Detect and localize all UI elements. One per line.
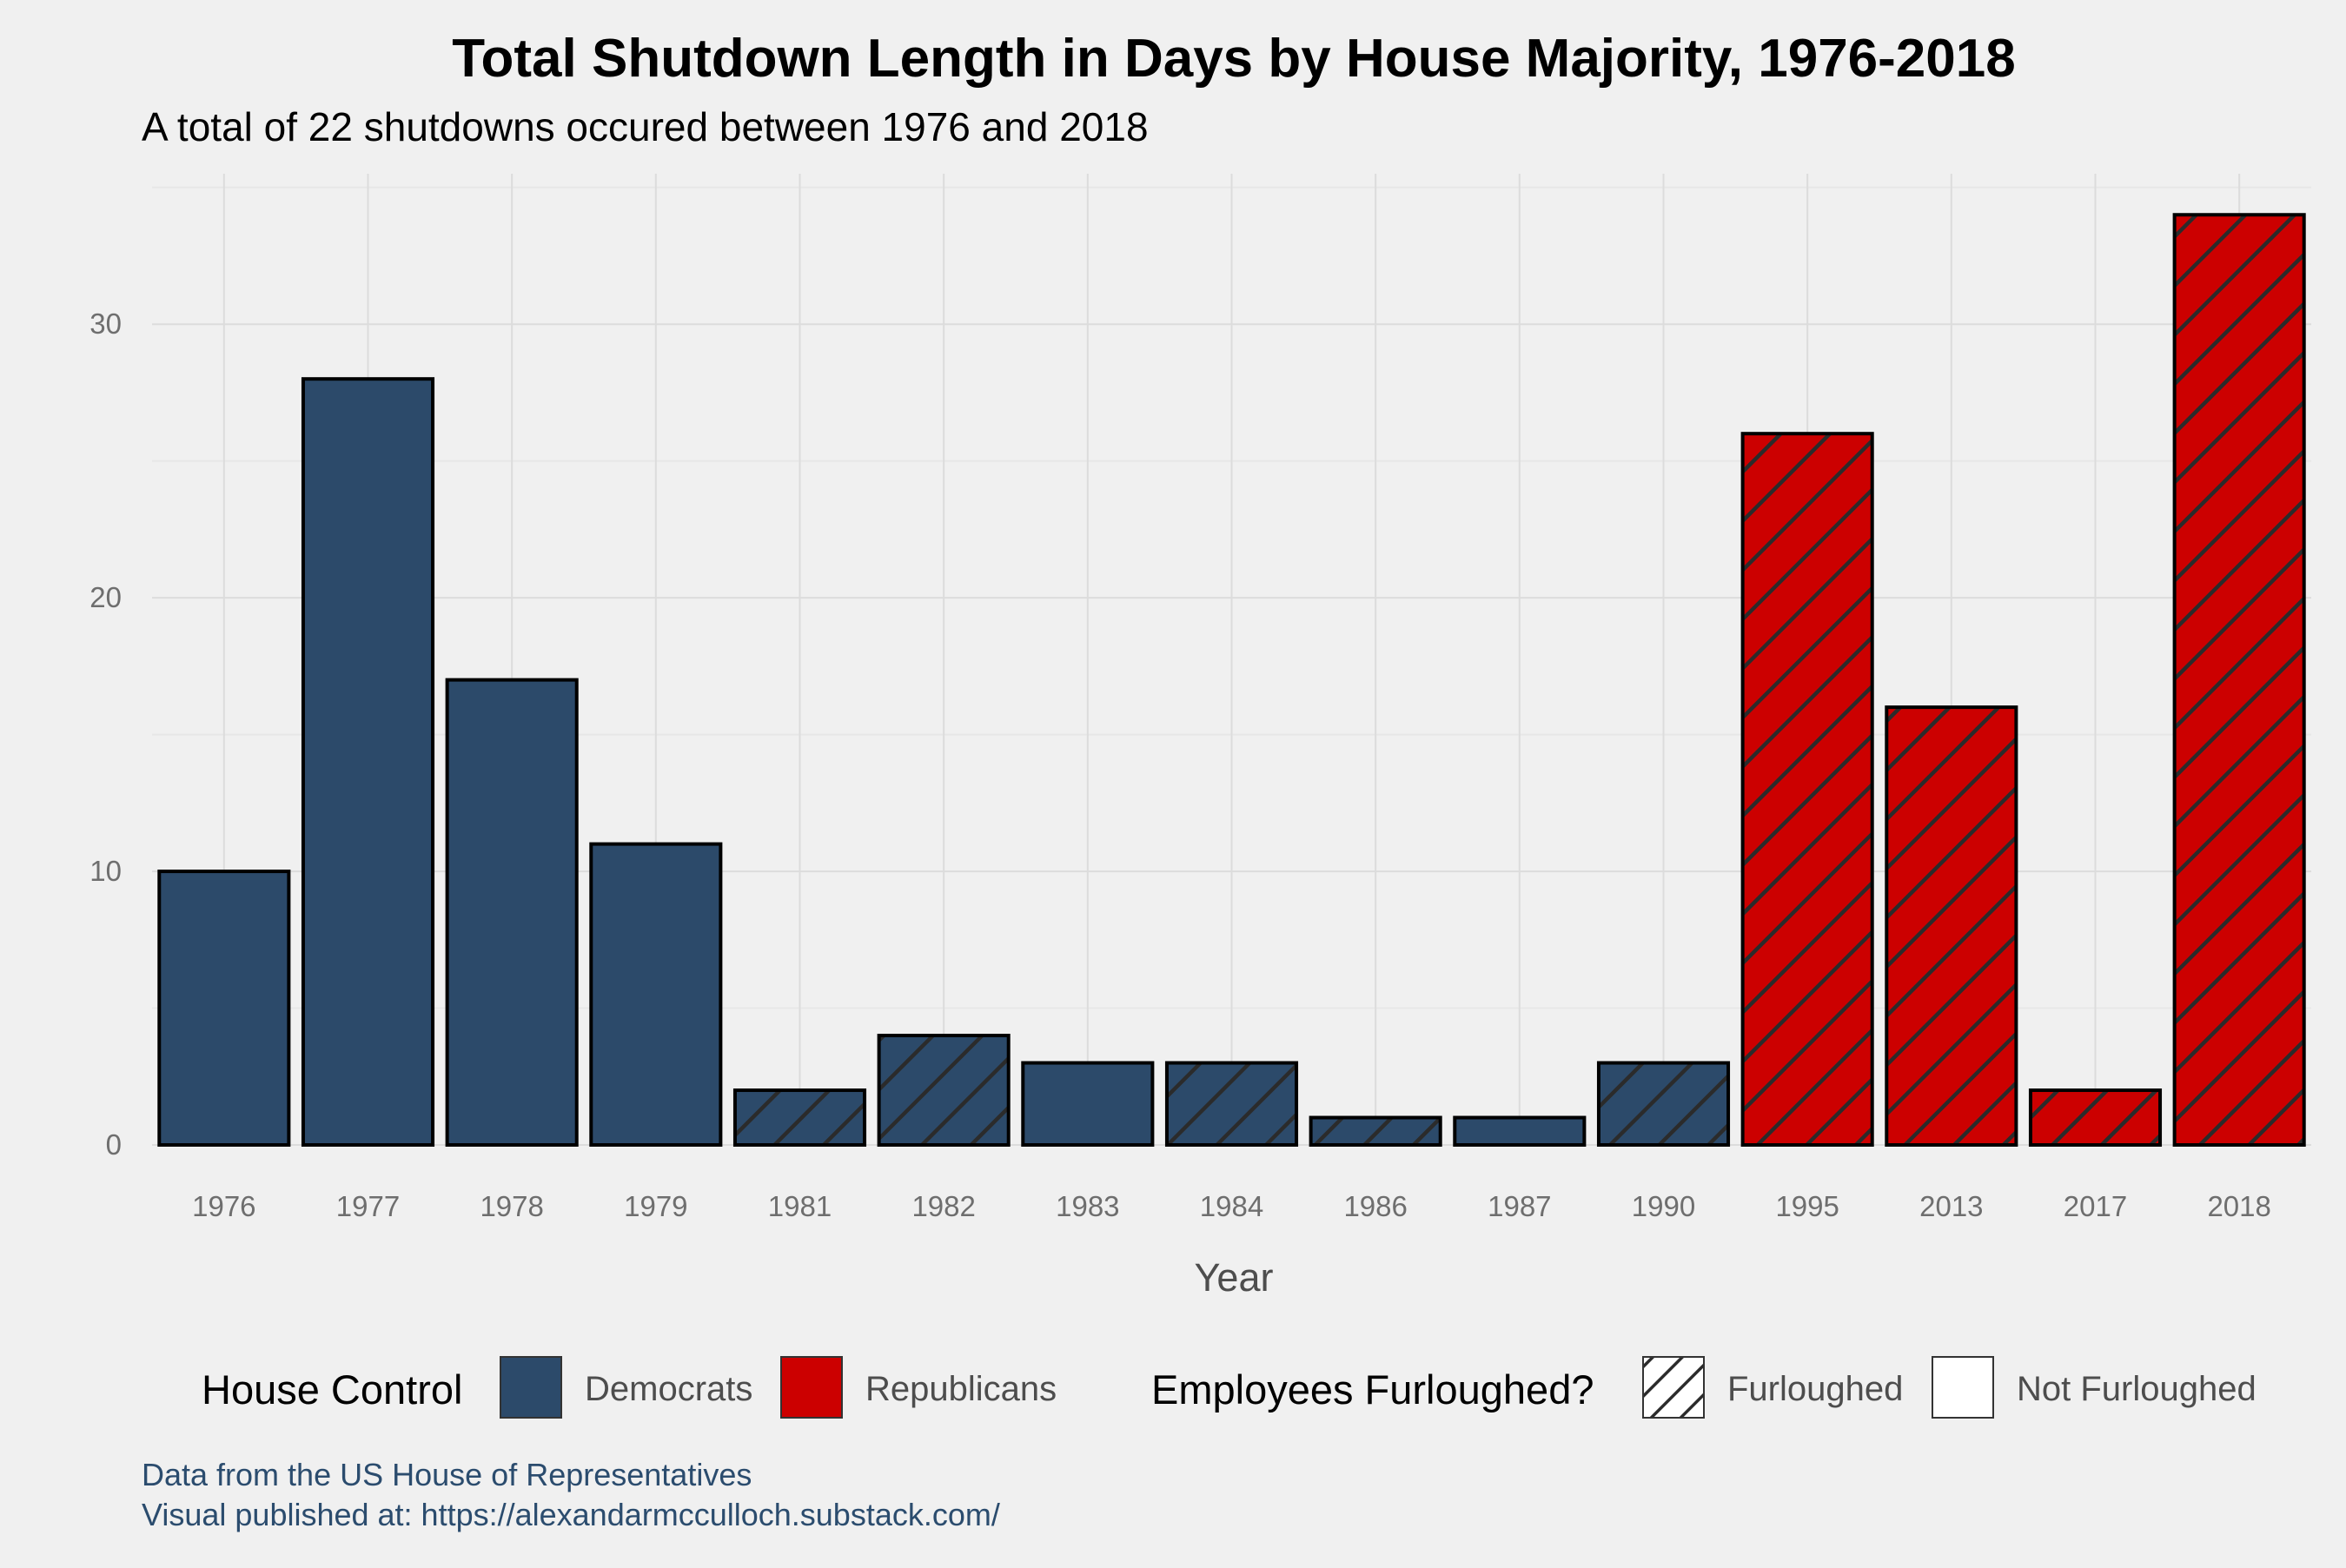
legend-furlough-title: Employees Furloughed? [1151, 1366, 1594, 1413]
x-tick-label: 1982 [911, 1190, 975, 1222]
y-axis-ticks: 0 10 20 30 [89, 308, 122, 1161]
legend-republicans-swatch [780, 1356, 843, 1419]
legend: House Control Democrats Republicans Empl… [202, 1356, 2257, 1419]
x-tick-label: 2017 [2064, 1190, 2127, 1222]
bar-1983 [1023, 1062, 1153, 1145]
chart-subtitle: A total of 22 shutdowns occured between … [142, 104, 1149, 149]
x-tick-label: 2013 [1919, 1190, 1983, 1222]
x-tick-label: 1984 [1200, 1190, 1263, 1222]
bar-1976 [159, 871, 289, 1145]
bar-outline-1984 [1164, 1061, 1299, 1147]
y-tick-label: 10 [89, 855, 122, 887]
bar-outline-2018 [2172, 213, 2306, 1148]
legend-democrats-label: Democrats [585, 1370, 752, 1408]
x-tick-label: 1990 [1632, 1190, 1695, 1222]
x-tick-label: 1979 [624, 1190, 687, 1222]
bar-1987 [1455, 1117, 1585, 1145]
bar-1978 [447, 679, 577, 1145]
bar-outline-1978 [445, 678, 579, 1147]
bar-hatch-1982 [878, 1035, 1009, 1145]
bar-hatch-1990 [1598, 1062, 1729, 1145]
legend-republicans-label: Republicans [865, 1370, 1057, 1408]
y-tick-label: 0 [106, 1128, 122, 1161]
legend-not-furloughed-label: Not Furloughed [2017, 1370, 2257, 1408]
x-tick-label: 1976 [192, 1190, 255, 1222]
bar-hatch-2017 [2030, 1090, 2161, 1145]
bar-outline-1981 [732, 1088, 867, 1147]
x-tick-label: 1978 [480, 1190, 543, 1222]
bar-1977 [302, 379, 434, 1146]
bar-outline-1976 [157, 870, 291, 1147]
x-tick-label: 2018 [2207, 1190, 2270, 1222]
caption-link: Visual published at: https://alexandarmc… [142, 1497, 1000, 1532]
bar-hatch-1986 [1310, 1117, 1441, 1145]
bar-outline-1982 [877, 1034, 1011, 1148]
bar-hatch-1984 [1166, 1062, 1297, 1145]
x-axis-title: Year [1195, 1255, 1274, 1300]
y-tick-label: 30 [89, 308, 122, 340]
legend-not-furloughed-swatch [1932, 1356, 1994, 1419]
bar-outline-1983 [1021, 1061, 1155, 1147]
x-tick-label: 1995 [1775, 1190, 1839, 1222]
bar-outline-1986 [1309, 1115, 1442, 1148]
caption-source: Data from the US House of Representative… [142, 1457, 752, 1492]
bar-hatch-1981 [734, 1090, 865, 1145]
bar-hatch-2013 [1886, 707, 2017, 1145]
bar-outline-1979 [589, 842, 723, 1147]
bar-1979 [591, 844, 721, 1145]
y-tick-label: 20 [89, 581, 122, 613]
legend-furloughed-hatch [1642, 1356, 1705, 1419]
x-axis-ticks: 1976 1977 1978 1979 1981 1982 1983 1984 1986 1987… [192, 1190, 2271, 1222]
bars-layer [157, 213, 2306, 1148]
x-tick-label: 1977 [336, 1190, 400, 1222]
chart-title: Total Shutdown Length in Days by House M… [452, 29, 2015, 89]
bar-outline-1995 [1740, 432, 1874, 1147]
legend-furloughed-label: Furloughed [1727, 1370, 1903, 1408]
legend-democrats-swatch [500, 1356, 562, 1419]
legend-house-control-title: House Control [202, 1366, 462, 1413]
bar-outline-2013 [1885, 705, 2018, 1147]
bar-outline-1990 [1596, 1061, 1731, 1147]
bar-hatch-2018 [2174, 215, 2304, 1145]
bar-hatch-1995 [1742, 433, 1872, 1145]
bar-outline-1977 [301, 377, 435, 1147]
x-tick-label: 1983 [1056, 1190, 1119, 1222]
bar-outline-2017 [2028, 1088, 2163, 1147]
x-tick-label: 1987 [1488, 1190, 1551, 1222]
x-tick-label: 1981 [768, 1190, 832, 1222]
bar-outline-1987 [1453, 1115, 1587, 1148]
x-tick-label: 1986 [1343, 1190, 1407, 1222]
